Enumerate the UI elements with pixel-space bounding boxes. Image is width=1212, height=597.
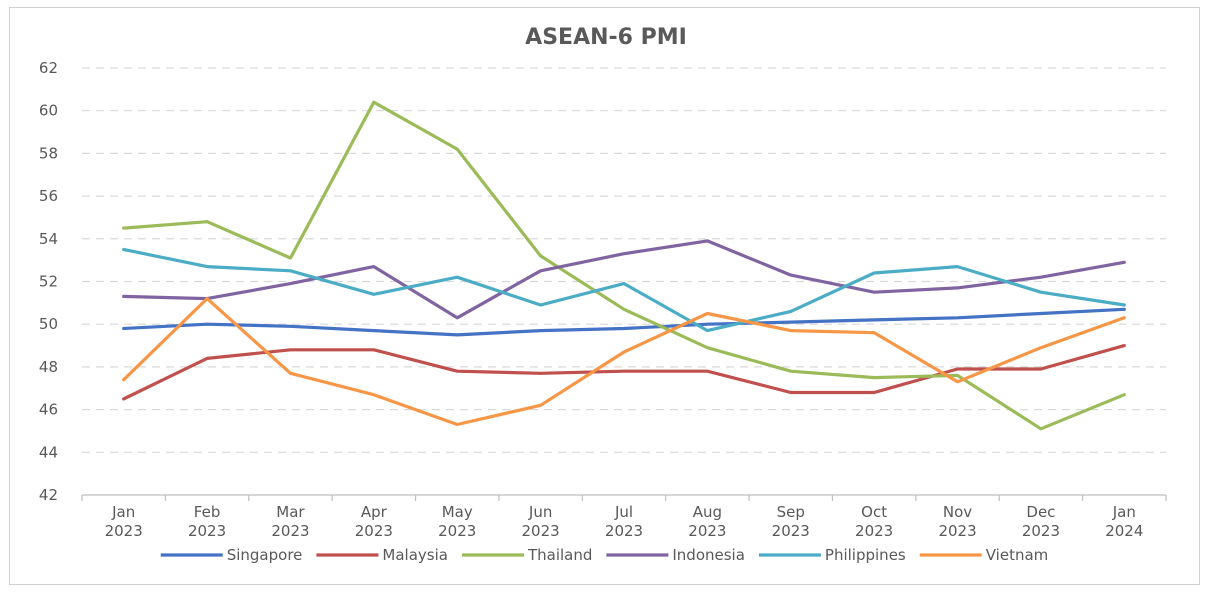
y-tick-label: 48	[39, 358, 58, 376]
x-tick-label: Jun 2023	[522, 503, 560, 540]
series-lines	[122, 100, 1126, 431]
y-tick-label: 58	[39, 144, 58, 162]
x-tick-label: Jan 2023	[105, 503, 143, 540]
y-tick-label: 46	[39, 401, 58, 419]
y-axis-ticks: 42 44 46 48 50 52 54 56 58 60 62	[39, 59, 58, 504]
y-tick-label: 44	[39, 443, 58, 461]
x-tick-label: Oct 2023	[855, 503, 893, 540]
legend-label-malaysia: Malaysia	[382, 546, 448, 564]
chart-frame: ASEAN-6 PMI 42 44 46 48 50 52 54 56 58 60 62 Jan 20…	[9, 7, 1200, 585]
legend-label-vietnam: Vietnam	[986, 546, 1049, 564]
y-tick-label: 42	[39, 486, 58, 504]
x-axis-ticks: Jan 2023 Feb 2023 Mar 2023 Apr 2023 May 2023 Jun 20…	[105, 503, 1144, 540]
x-tick-label: Aug 2023	[688, 503, 726, 540]
series-line-vietnam	[122, 297, 1126, 427]
x-tick-label: Nov 2023	[938, 503, 976, 540]
x-tick-label: Mar 2023	[271, 503, 309, 540]
y-tick-label: 62	[39, 59, 58, 77]
y-tick-label: 50	[39, 315, 58, 333]
legend-label-singapore: Singapore	[227, 546, 303, 564]
y-tick-label: 54	[39, 230, 58, 248]
y-tick-label: 56	[39, 187, 58, 205]
x-tick-label: May 2023	[438, 503, 476, 540]
legend-label-thailand: Thailand	[527, 546, 592, 564]
series-line-malaysia	[122, 344, 1126, 401]
x-tick-label: Sep 2023	[772, 503, 810, 540]
x-tick-label: Feb 2023	[188, 503, 226, 540]
legend: Singapore Malaysia Thailand Indonesia Philip…	[160, 546, 1049, 564]
gridlines	[82, 67, 1166, 453]
x-axis	[81, 494, 1167, 501]
y-tick-label: 60	[39, 102, 58, 120]
line-chart: ASEAN-6 PMI 42 44 46 48 50 52 54 56 58 60 62 Jan 20…	[39, 25, 1167, 564]
series-line-indonesia	[122, 239, 1126, 320]
legend-label-indonesia: Indonesia	[672, 546, 745, 564]
x-tick-label: Jul 2023	[605, 503, 643, 540]
x-tick-label: Jan 2024	[1105, 503, 1143, 540]
x-tick-label: Apr 2023	[355, 503, 393, 540]
x-tick-label: Dec 2023	[1022, 503, 1060, 540]
series-line-philippines	[122, 247, 1126, 333]
series-line-singapore	[122, 307, 1126, 337]
legend-label-philippines: Philippines	[825, 546, 906, 564]
series-line-thailand	[122, 100, 1126, 431]
chart-title: ASEAN-6 PMI	[525, 25, 687, 50]
y-tick-label: 52	[39, 273, 58, 291]
